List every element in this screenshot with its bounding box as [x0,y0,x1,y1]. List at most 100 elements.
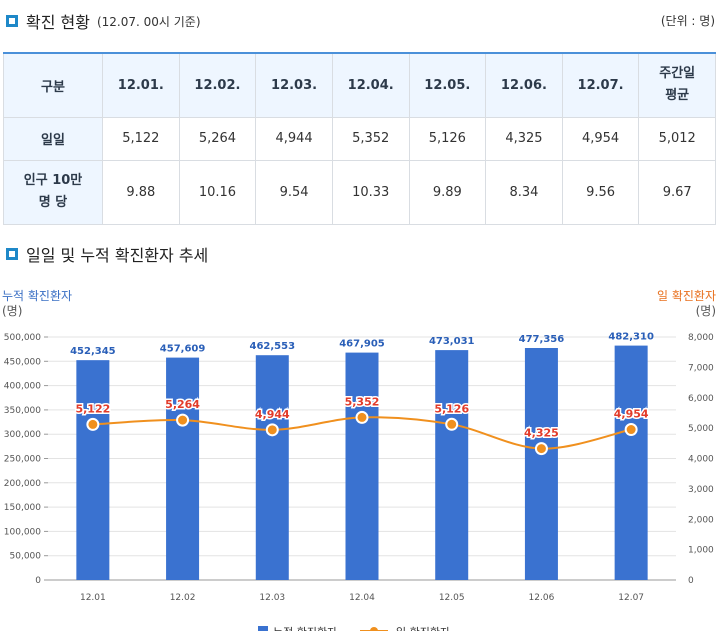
bar [255,355,289,580]
x-tick-label: 12.01 [80,593,106,603]
right-tick-label: 5,000 [688,424,714,434]
left-axis-unit: (명) [2,304,22,318]
table-row: 인구 10만 명 당 9.88 10.16 9.54 10.33 9.89 8.… [3,159,716,225]
bar [76,360,110,580]
bar-value-label: 482,310 [608,332,654,343]
bar [524,348,558,580]
section-title: 확진 현황 [26,13,90,32]
header-cell: 12.05. [408,52,487,118]
table-cell: 9.89 [408,159,487,225]
table-cell: 10.33 [331,159,410,225]
right-tick-label: 8,000 [688,333,714,343]
header-cell: 주간일 평균 [638,52,716,118]
x-tick-label: 12.02 [170,593,196,603]
table-cell: 5,126 [408,116,487,161]
legend-bar-label: 누적 확진환자 [273,626,337,631]
unit-label: (단위 : 명) [660,14,715,28]
section-square-icon [6,15,18,27]
header-cell: 12.04. [331,52,410,118]
weekly-avg-header: 주간일 평균 [659,66,696,104]
line-point [355,410,369,424]
bar [435,350,469,580]
table-cell: 9.67 [638,159,716,225]
table-cell: 10.16 [178,159,257,225]
bar-value-label: 452,345 [70,346,116,357]
line-value-label: 5,126 [434,402,469,415]
x-tick-label: 12.03 [259,593,285,603]
x-tick-label: 12.06 [529,593,555,603]
table-cell: 9.88 [102,159,180,225]
left-tick-label: 0 [35,576,41,586]
line-point [265,423,279,437]
legend-line-marker [370,627,378,631]
right-tick-label: 6,000 [688,394,714,404]
line-value-label: 4,954 [614,408,649,421]
bar-value-label: 462,553 [250,341,296,352]
bar [345,352,379,580]
table-cell: 4,944 [255,116,333,161]
table-cell: 5,264 [178,116,257,161]
right-axis-unit: (명) [696,304,716,318]
table-cell: 9.54 [255,159,333,225]
confirmed-trend-chart: 누적 확진환자(명)일 확진환자(명)050,000100,000150,000… [2,289,716,631]
header-cell: 12.01. [102,52,180,118]
line-value-label: 4,944 [255,408,290,421]
section-subtitle: (12.07. 00시 기준) [96,14,201,29]
left-tick-label: 200,000 [4,479,41,489]
left-axis-title: 누적 확진환자 [2,289,72,303]
left-tick-label: 50,000 [10,552,42,562]
x-tick-label: 12.07 [618,593,644,603]
legend-line-label: 일 확진환자 [396,625,450,631]
row-header: 일일 [3,116,103,161]
bar-value-label: 457,609 [160,344,206,355]
right-tick-label: 1,000 [688,546,714,556]
header-cell: 12.07. [561,52,640,118]
left-tick-label: 350,000 [4,406,41,416]
line-value-label: 5,352 [345,395,380,408]
row-header: 인구 10만 명 당 [3,159,103,225]
legend-bar-swatch [258,626,268,631]
header-cell: 구분 [3,52,103,118]
x-tick-label: 12.05 [439,593,465,603]
left-tick-label: 100,000 [4,527,41,537]
table-header-row: 구분 12.01. 12.02. 12.03. 12.04. 12.05. 12… [3,52,716,118]
table-cell: 4,325 [485,116,563,161]
confirmed-cases-table: 구분 12.01. 12.02. 12.03. 12.04. 12.05. 12… [3,52,716,225]
left-tick-label: 500,000 [4,333,41,343]
left-tick-label: 150,000 [4,503,41,513]
table-cell: 5,122 [102,116,180,161]
line-point [624,423,638,437]
right-axis-title: 일 확진환자 [657,289,716,303]
section-title: 일일 및 누적 확진환자 추세 [26,246,209,265]
line-value-label: 5,122 [75,402,110,415]
left-tick-label: 300,000 [4,430,41,440]
left-tick-label: 250,000 [4,455,41,465]
bar [614,345,648,580]
section-square-icon [6,248,18,260]
line-value-label: 4,325 [524,427,559,440]
bar-value-label: 473,031 [429,336,475,347]
bar-value-label: 467,905 [339,339,385,350]
x-tick-label: 12.04 [349,593,375,603]
right-tick-label: 2,000 [688,515,714,525]
left-tick-label: 400,000 [4,382,41,392]
bar [166,357,200,580]
right-tick-label: 7,000 [688,363,714,373]
header-cell: 12.02. [178,52,257,118]
per-100k-header: 인구 10만 명 당 [23,173,83,210]
line-value-label: 5,264 [165,398,200,411]
line-point [445,417,459,431]
trend-section-title: 일일 및 누적 확진환자 추세 [6,242,208,266]
left-tick-label: 450,000 [4,357,41,367]
confirmed-status-section-title: 확진 현황 (12.07. 00시 기준) [6,9,201,33]
table-cell: 4,954 [561,116,640,161]
table-cell: 9.56 [561,159,640,225]
table-cell: 5,352 [331,116,410,161]
bar-value-label: 477,356 [519,334,565,345]
table-row: 일일 5,122 5,264 4,944 5,352 5,126 4,325 4… [3,116,716,161]
line-point [534,442,548,456]
line-point [176,413,190,427]
header-cell: 12.06. [485,52,563,118]
right-tick-label: 3,000 [688,485,714,495]
header-cell: 12.03. [255,52,333,118]
